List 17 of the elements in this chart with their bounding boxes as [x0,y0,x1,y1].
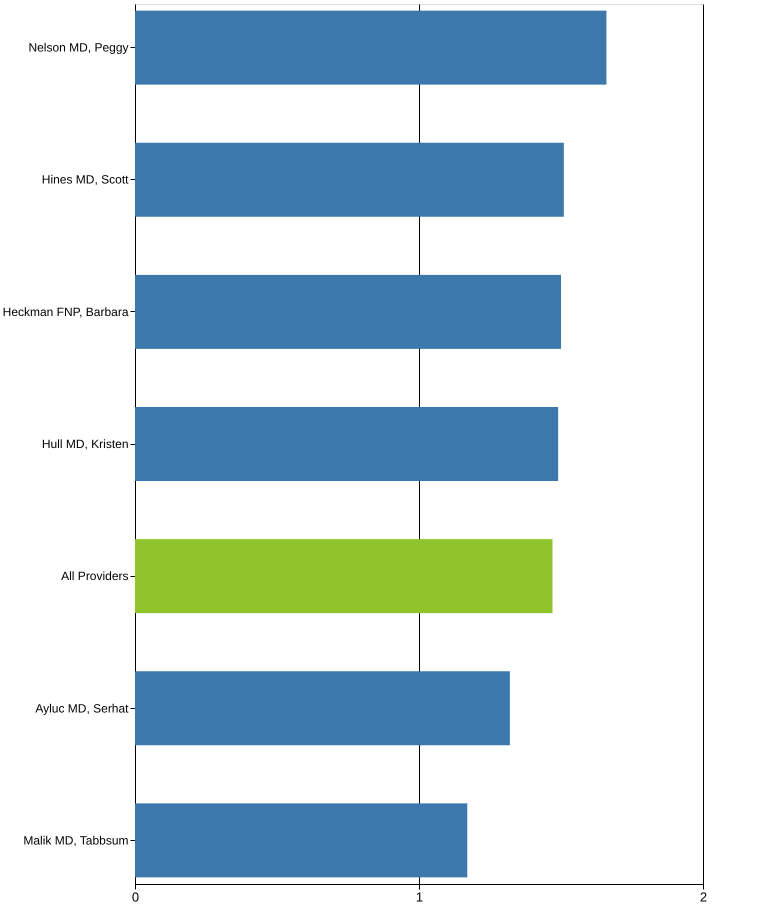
y-tick-label: Heckman FNP, Barbara [2,304,129,319]
bar [135,803,468,878]
x-tick-label: 2 [700,890,708,904]
y-tick-label: Hull MD, Kristen [42,437,128,451]
bar [135,407,558,481]
y-tick-label: Ayluc MD, Serhat [35,701,130,716]
bar [135,539,552,614]
bar [135,10,606,85]
x-tick-label: 0 [132,890,140,904]
y-tick-label: All Providers [61,569,128,584]
y-tick-label: Nelson MD, Peggy [28,40,128,55]
bar [135,142,564,217]
x-tick-label: 1 [416,890,424,904]
bar [135,274,561,349]
y-tick-label: Malik MD, Tabbsum [23,833,129,848]
y-tick-label: Hines MD, Scott [42,172,130,187]
bar [135,671,510,746]
